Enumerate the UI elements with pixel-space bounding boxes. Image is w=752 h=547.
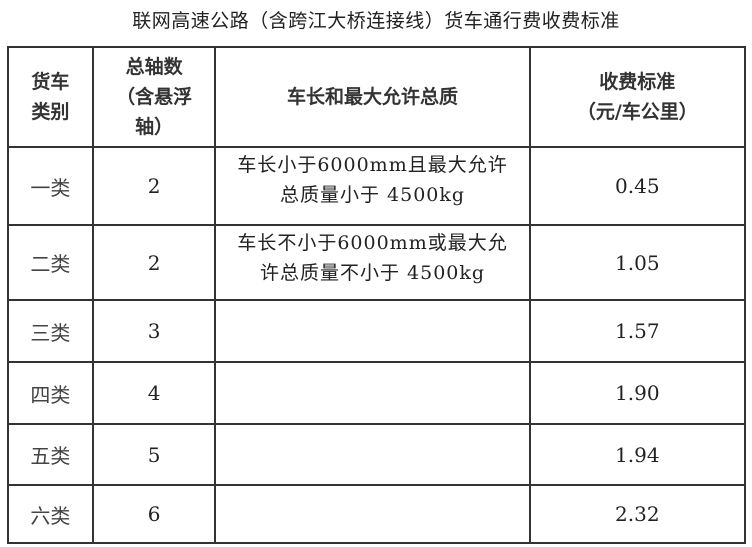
axles-cell: 2 [91,224,217,301]
rate-cell: 2.32 [528,484,747,544]
class-cell: 三类 [7,299,94,363]
table-row: 二类 2 车长不小于6000mm或最大允 许总质量不小于 4500kg 1.05 [7,224,747,301]
axles-cell: 4 [91,361,217,425]
header-row: 货车 类别 总轴数 （含悬浮 轴） 车长和最大允许总质 收费标准 （元/车公里） [7,46,747,148]
axles-cell: 3 [91,299,217,363]
toll-table: 货车 类别 总轴数 （含悬浮 轴） 车长和最大允许总质 收费标准 （元/车公里）… [7,46,747,544]
header-class: 货车 类别 [7,46,94,148]
document-title: 联网高速公路（含跨江大桥连接线）货车通行费收费标准 [132,10,620,32]
rate-cell: 1.94 [528,423,747,486]
header-axles: 总轴数 （含悬浮 轴） [91,46,217,148]
axles-cell: 5 [91,423,217,486]
desc-line: 车长小于6000mm且最大允许 [237,154,508,176]
class-cell: 六类 [7,484,94,544]
rate-cell: 1.05 [528,224,747,301]
table-row: 五类 5 1.94 [7,423,747,486]
desc-cell [214,361,531,425]
desc-cell [214,423,531,486]
desc-line: 车长不小于6000mm或最大允 [237,232,508,254]
table-row: 四类 4 1.90 [7,361,747,425]
axles-cell: 6 [91,484,217,544]
desc-line: 许总质量不小于 4500kg [259,262,486,284]
table-row: 三类 3 1.57 [7,299,747,363]
class-cell: 一类 [7,146,94,226]
class-cell: 二类 [7,224,94,301]
rate-cell: 1.57 [528,299,747,363]
header-desc: 车长和最大允许总质 [214,46,531,148]
rate-cell: 1.90 [528,361,747,425]
header-rate: 收费标准 （元/车公里） [528,46,747,148]
rate-cell: 0.45 [528,146,747,226]
class-cell: 五类 [7,423,94,486]
class-cell: 四类 [7,361,94,425]
desc-cell [214,299,531,363]
desc-line: 总质量小于 4500kg [279,184,466,206]
axles-cell: 2 [91,146,217,226]
table-row: 一类 2 车长小于6000mm且最大允许 总质量小于 4500kg 0.45 [7,146,747,226]
desc-cell: 车长不小于6000mm或最大允 许总质量不小于 4500kg [214,224,531,301]
desc-cell: 车长小于6000mm且最大允许 总质量小于 4500kg [214,146,531,226]
table-row: 六类 6 2.32 [7,484,747,544]
desc-cell [214,484,531,544]
